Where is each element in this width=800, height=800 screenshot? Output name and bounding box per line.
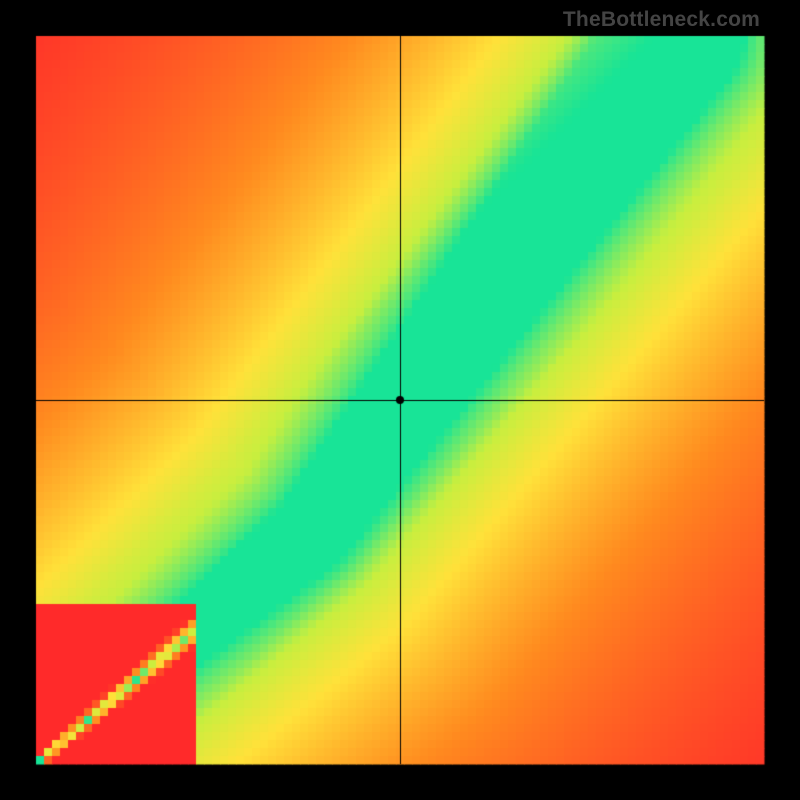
watermark-text: TheBottleneck.com: [563, 8, 760, 32]
bottleneck-heatmap: [0, 0, 800, 800]
